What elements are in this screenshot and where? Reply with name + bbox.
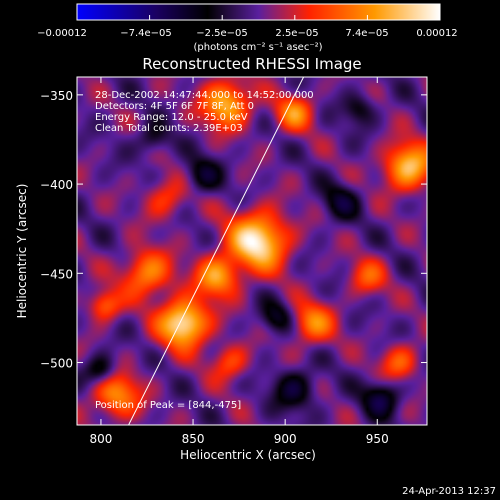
colorbar-tick-4: 2.5e−05 [275, 28, 318, 39]
annotation-time: 28-Dec-2002 14:47:44.000 to 14:52:00.000 [95, 90, 314, 101]
colorbar-tick-labels: −0.00012 −7.4e−05 −2.5e−05 2.5e−05 7.4e−… [37, 28, 458, 39]
colorbar-tick-1: −0.00012 [37, 28, 87, 39]
colorbar [76, 3, 441, 21]
heatmap-image [77, 77, 427, 425]
colorbar-tick-3: −2.5e−05 [196, 28, 248, 39]
colorbar-tick-5: 7.4e−05 [345, 28, 388, 39]
x-tick-label-3: 900 [274, 432, 297, 446]
solar-limb-line [128, 77, 305, 425]
x-tick-label-4: 950 [366, 432, 389, 446]
y-tick-label-3: −450 [40, 267, 73, 281]
annotation-energy: Energy Range: 12.0 - 25.0 keV [95, 112, 248, 123]
y-tick-label-4: −500 [40, 357, 73, 371]
colorbar-tick-6: 0.00012 [416, 28, 457, 39]
x-axis-label: Heliocentric X (arcsec) [180, 448, 316, 462]
y-axis-ticks: −350 −400 −450 −500 [40, 89, 427, 371]
annotation-clean: Clean Total counts: 2.39E+03 [95, 123, 243, 134]
plot-frame [76, 76, 428, 426]
x-tick-label-1: 800 [89, 432, 112, 446]
render-timestamp: 24-Apr-2013 12:37 [402, 486, 496, 497]
colorbar-unit-label: (photons cm⁻² s⁻¹ asec⁻²) [193, 42, 322, 53]
y-tick-label-2: −400 [40, 178, 73, 192]
x-axis-ticks: 800 850 900 950 [89, 77, 389, 446]
annotation-block: 28-Dec-2002 14:47:44.000 to 14:52:00.000… [95, 90, 314, 134]
y-tick-label-1: −350 [40, 89, 73, 103]
y-axis-label: Heliocentric Y (arcsec) [15, 184, 29, 319]
colorbar-tick-marks [76, 15, 441, 20]
peak-position-label: Position of Peak = [844,-475] [95, 400, 241, 411]
x-tick-label-2: 850 [182, 432, 205, 446]
chart-title: Reconstructed RHESSI Image [142, 55, 361, 73]
annotation-detectors: Detectors: 4F 5F 6F 7F 8F, Att 0 [95, 101, 254, 112]
colorbar-tick-2: −7.4e−05 [120, 28, 172, 39]
